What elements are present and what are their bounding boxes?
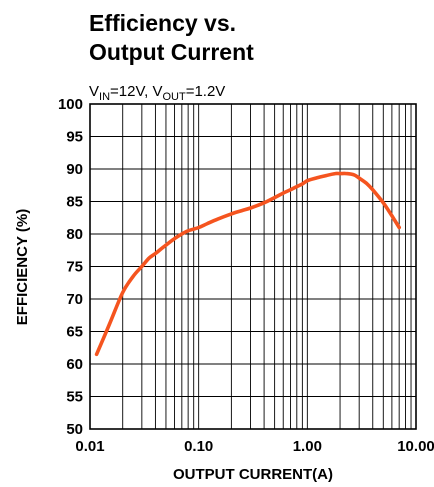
y-axis-label: EFFICIENCY (%) <box>14 209 31 325</box>
y-tick-label: 85 <box>66 194 83 211</box>
y-tick-label: 60 <box>66 356 83 373</box>
chart-title-line2: Output Current <box>89 39 254 65</box>
x-tick-label: 0.01 <box>75 438 104 455</box>
chart-title-line1: Efficiency vs. <box>89 10 236 36</box>
y-tick-label: 55 <box>66 389 83 406</box>
y-tick-label: 65 <box>66 324 83 341</box>
x-tick-label: 10.00 <box>397 438 434 455</box>
x-tick-labels: 0.01 0.10 1.00 10.00 <box>75 438 434 455</box>
y-tick-label: 80 <box>66 226 83 243</box>
plot-frame <box>89 103 417 430</box>
y-tick-label: 70 <box>66 291 83 308</box>
y-tick-label: 50 <box>66 421 83 438</box>
y-tick-label: 100 <box>58 96 83 113</box>
y-tick-labels: 100 95 90 85 80 75 70 65 60 55 50 <box>58 96 83 438</box>
y-tick-label: 95 <box>66 129 83 146</box>
operating-conditions: VIN=12V, VOUT=1.2V <box>89 83 225 103</box>
x-tick-label: 1.00 <box>293 438 322 455</box>
y-tick-label: 75 <box>66 259 83 276</box>
y-tick-label: 90 <box>66 161 83 178</box>
grid-lines <box>90 104 416 429</box>
efficiency-curve <box>94 171 401 357</box>
x-axis-label: OUTPUT CURRENT(A) <box>173 466 333 483</box>
x-tick-label: 0.10 <box>184 438 213 455</box>
